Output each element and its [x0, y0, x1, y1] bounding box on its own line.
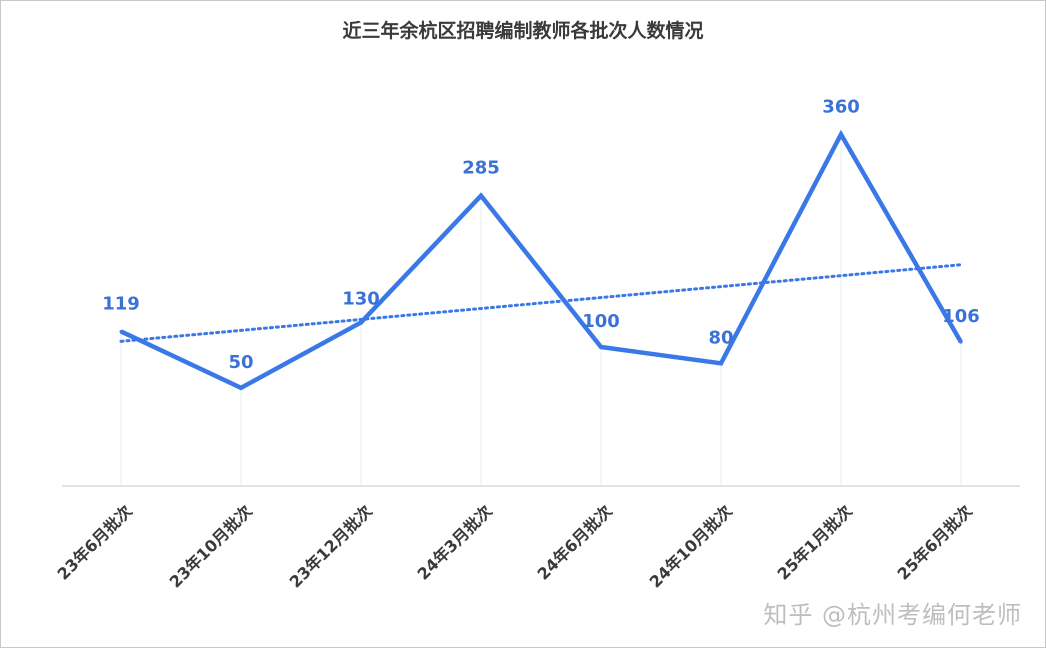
- data-label: 130: [342, 288, 380, 309]
- chart-title: 近三年余杭区招聘编制教师各批次人数情况: [342, 20, 704, 42]
- x-tick-label: 23年10月批次: [166, 501, 256, 591]
- data-point: [719, 361, 723, 365]
- data-label: 80: [708, 327, 733, 348]
- series-line: [120, 129, 963, 391]
- data-label: 119: [102, 293, 140, 314]
- x-tick-label: 24年6月批次: [534, 501, 616, 583]
- x-tick-label: 24年3月批次: [414, 501, 496, 583]
- data-label: 285: [462, 158, 500, 179]
- data-label: 50: [228, 352, 253, 373]
- data-point: [359, 320, 363, 324]
- x-tick-label: 25年6月批次: [894, 501, 976, 583]
- data-point: [479, 194, 483, 198]
- data-point: [599, 345, 603, 349]
- data-point: [119, 329, 123, 333]
- data-point: [959, 340, 963, 344]
- x-tick-label: 23年6月批次: [54, 501, 136, 583]
- data-label: 106: [942, 306, 980, 327]
- trendline: [119, 263, 963, 343]
- data-label: 360: [822, 96, 860, 117]
- data-point: [839, 132, 843, 136]
- watermark: 知乎 @杭州考编何老师: [763, 601, 1022, 629]
- data-point: [239, 386, 243, 390]
- x-tick-label: 23年12月批次: [286, 501, 376, 591]
- x-tick-label: 24年10月批次: [646, 501, 736, 591]
- data-label: 100: [582, 311, 620, 332]
- x-tick-label: 25年1月批次: [774, 501, 856, 583]
